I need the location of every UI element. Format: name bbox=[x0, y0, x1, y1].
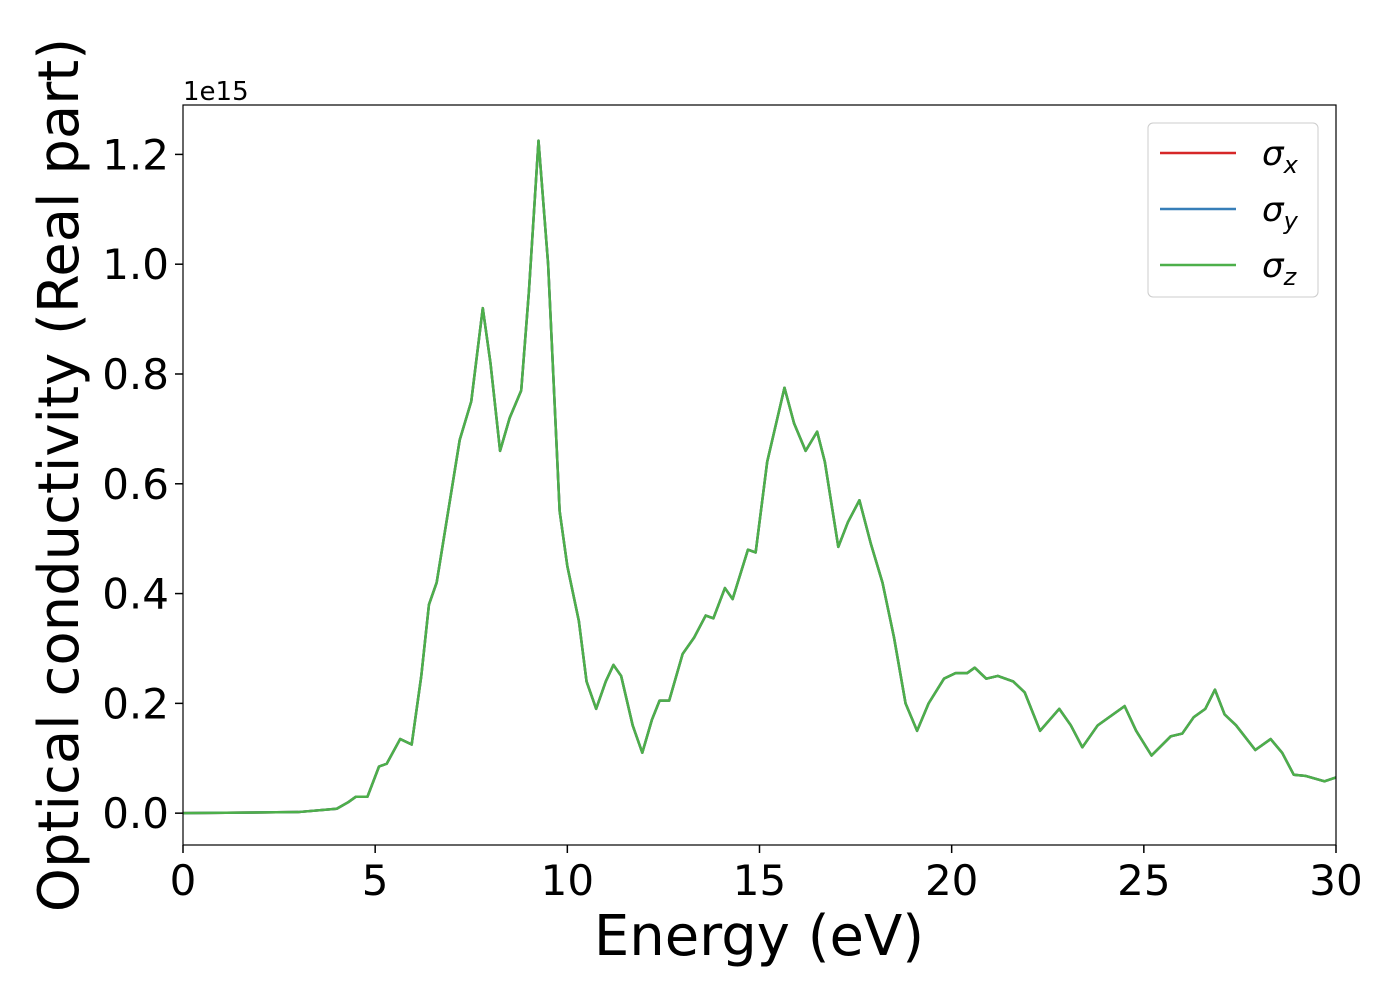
y-axis-label: Optical conductivity (Real part) bbox=[27, 38, 92, 912]
x-tick-label: 10 bbox=[541, 856, 594, 905]
data-line bbox=[183, 139, 1336, 815]
x-tick-label: 5 bbox=[362, 856, 389, 905]
y-tick-label: 1.0 bbox=[102, 240, 169, 289]
plot-frame bbox=[182, 104, 1337, 846]
x-tick-label: 25 bbox=[1117, 856, 1170, 905]
y-tick-label: 0.4 bbox=[102, 570, 169, 619]
offset-label: 1e15 bbox=[183, 77, 249, 107]
x-axis-label: Energy (eV) bbox=[594, 904, 924, 969]
y-tick-label: 1.2 bbox=[102, 130, 169, 179]
legend-label: σx bbox=[1262, 134, 1299, 179]
y-tick-label: 0.0 bbox=[102, 789, 169, 838]
legend-label: σz bbox=[1262, 246, 1298, 291]
legend-label: σy bbox=[1262, 190, 1299, 235]
y-tick-label: 0.8 bbox=[102, 350, 169, 399]
x-tick-label: 20 bbox=[925, 856, 978, 905]
y-tick-label: 0.2 bbox=[102, 679, 169, 728]
x-tick-label: 30 bbox=[1309, 856, 1362, 905]
x-tick-label: 15 bbox=[733, 856, 786, 905]
y-tick-label: 0.6 bbox=[102, 460, 169, 509]
x-tick-label: 0 bbox=[170, 856, 197, 905]
